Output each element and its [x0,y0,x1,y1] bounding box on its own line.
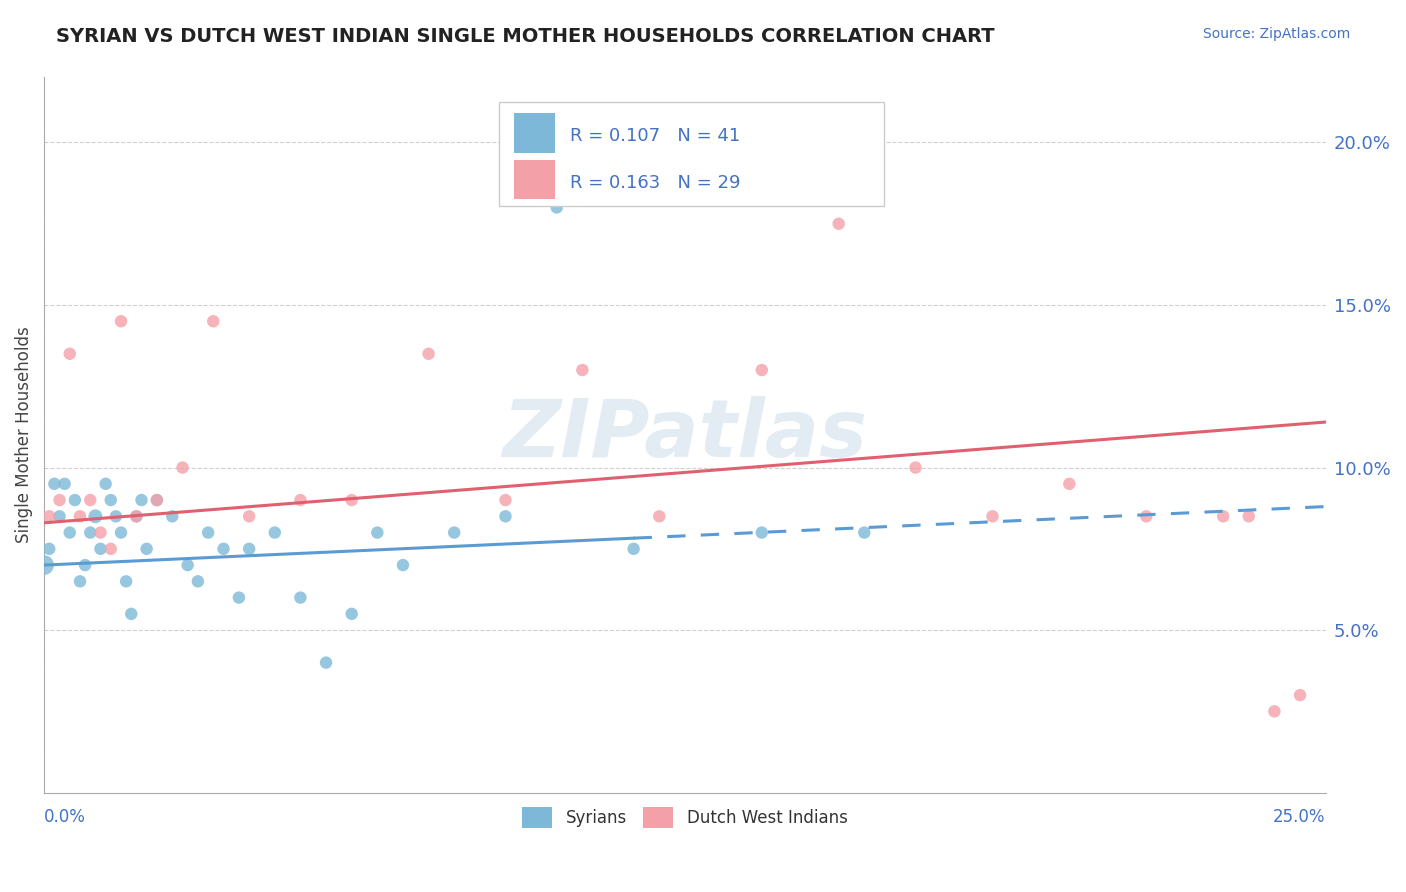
Point [238,541,260,556]
Point [853,525,876,540]
Point [146,493,169,508]
Point [571,363,593,377]
Point [418,347,440,361]
Point [53,476,76,491]
Point [48,509,70,524]
Legend: Syrians, Dutch West Indians: Syrians, Dutch West Indians [516,801,855,834]
Point [623,541,645,556]
Point [1212,509,1234,524]
Point [38,541,60,556]
FancyBboxPatch shape [515,113,555,153]
Point [827,217,849,231]
Point [79,525,101,540]
Point [75,558,97,573]
Point [176,558,198,573]
Point [1289,688,1312,702]
Point [1263,705,1285,719]
Point [100,541,122,556]
Point [1135,509,1157,524]
FancyBboxPatch shape [499,103,883,206]
Text: R = 0.107   N = 41: R = 0.107 N = 41 [569,127,740,145]
Point [290,493,312,508]
Point [751,525,773,540]
FancyBboxPatch shape [515,160,555,199]
Point [290,591,312,605]
Point [63,493,86,508]
Text: ZIPatlas: ZIPatlas [502,396,868,474]
Point [340,493,363,508]
Point [212,541,235,556]
Point [146,493,169,508]
Point [172,460,194,475]
Point [48,493,70,508]
Point [115,574,138,589]
Point [125,509,148,524]
Point [100,493,122,508]
Point [89,525,111,540]
Point [84,509,107,524]
Point [59,525,82,540]
Point [89,541,111,556]
Point [69,509,91,524]
Point [32,558,55,573]
Point [44,476,66,491]
Point [443,525,465,540]
Point [315,656,337,670]
Point [340,607,363,621]
Point [1059,476,1081,491]
Point [202,314,225,328]
Point [110,525,132,540]
Point [79,493,101,508]
Point [94,476,117,491]
Point [59,347,82,361]
Point [648,509,671,524]
Text: SYRIAN VS DUTCH WEST INDIAN SINGLE MOTHER HOUSEHOLDS CORRELATION CHART: SYRIAN VS DUTCH WEST INDIAN SINGLE MOTHE… [56,27,995,45]
Point [392,558,415,573]
Point [120,607,142,621]
Point [263,525,285,540]
Point [104,509,127,524]
Point [904,460,927,475]
Point [366,525,388,540]
Text: Source: ZipAtlas.com: Source: ZipAtlas.com [1202,27,1350,41]
Point [131,493,153,508]
Point [1237,509,1260,524]
Point [238,509,260,524]
Point [546,201,568,215]
Text: R = 0.163   N = 29: R = 0.163 N = 29 [569,174,740,192]
Point [125,509,148,524]
Text: 0.0%: 0.0% [44,808,86,826]
Point [135,541,157,556]
Point [110,314,132,328]
Point [495,509,517,524]
Point [751,363,773,377]
Y-axis label: Single Mother Households: Single Mother Households [15,326,32,543]
Point [981,509,1004,524]
Point [162,509,184,524]
Text: 25.0%: 25.0% [1274,808,1326,826]
Point [187,574,209,589]
Point [495,493,517,508]
Point [228,591,250,605]
Point [69,574,91,589]
Point [38,509,60,524]
Point [197,525,219,540]
